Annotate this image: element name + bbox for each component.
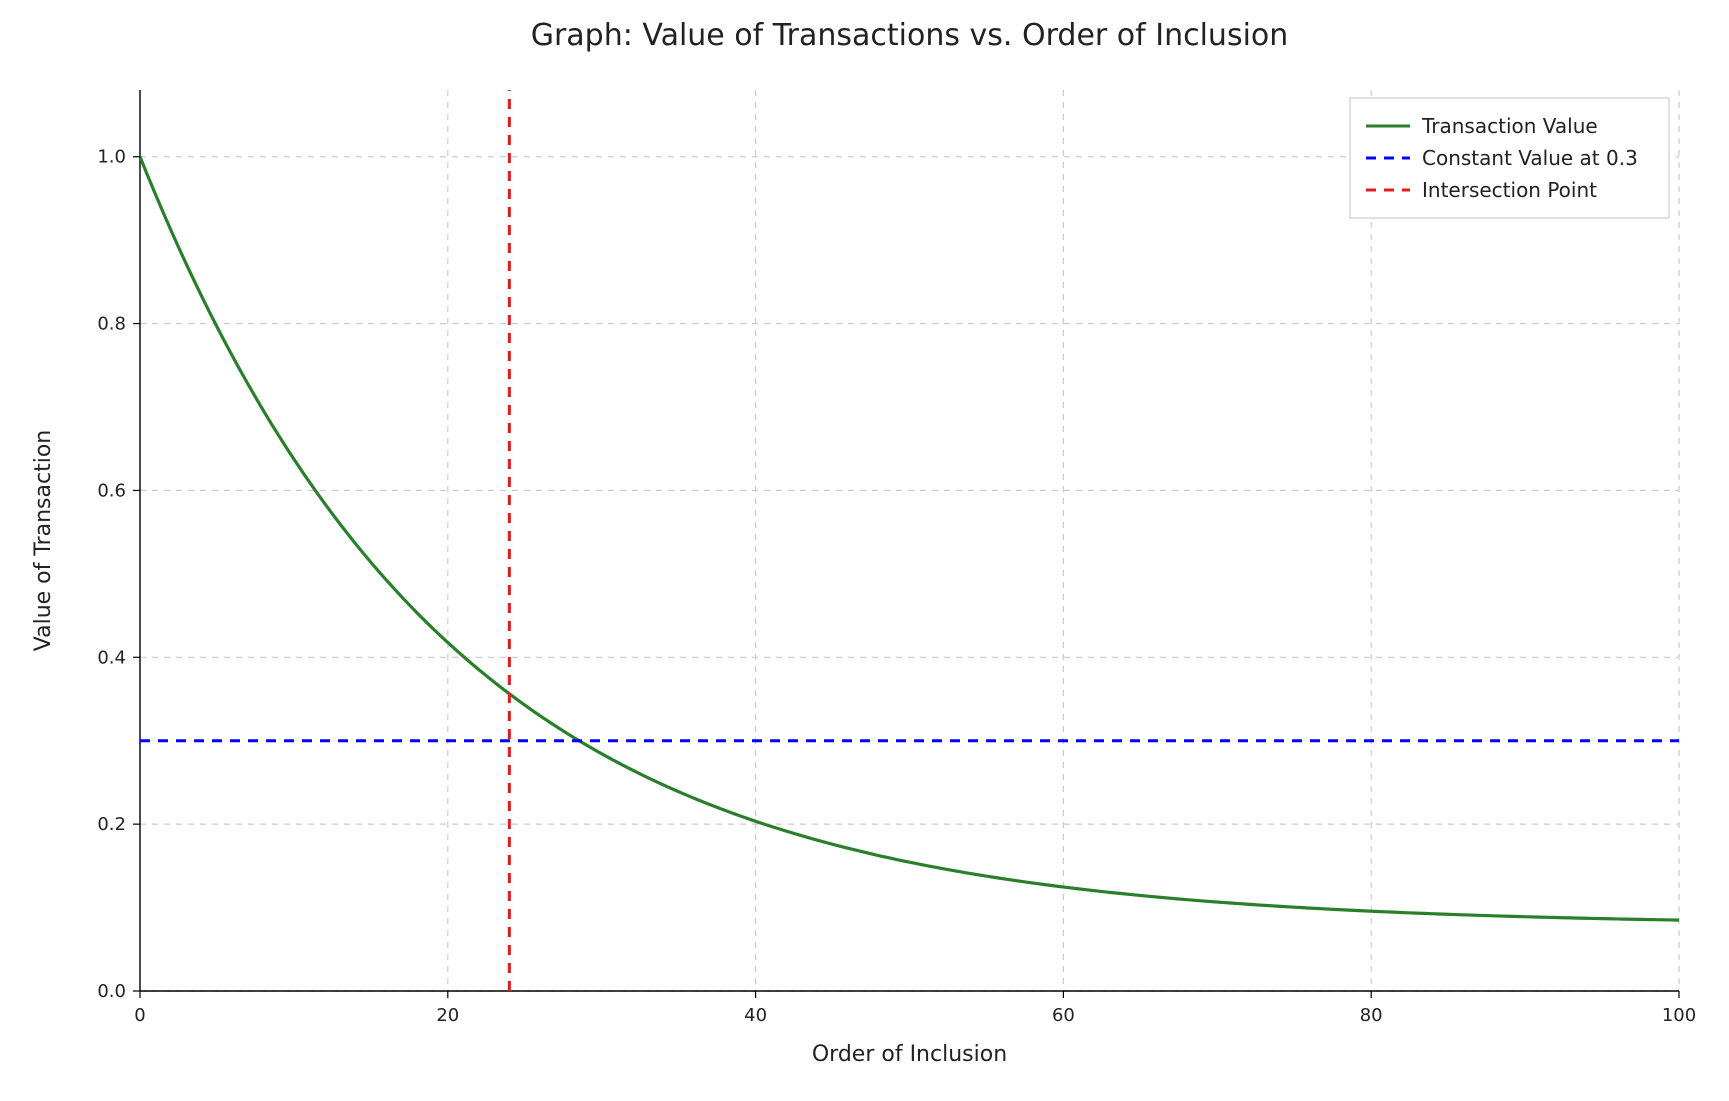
x-tick-label: 0 (134, 1005, 145, 1026)
chart-svg: 0 20 40 60 80 100 0.0 0.2 0.4 0.6 0.8 1.0 Order of I… (0, 0, 1729, 1101)
x-tick-label: 40 (744, 1005, 767, 1026)
x-tick-label: 100 (1662, 1005, 1696, 1026)
y-tick-label: 0.0 (97, 981, 126, 1002)
legend-label: Intersection Point (1422, 178, 1597, 202)
x-tick-label: 20 (436, 1005, 459, 1026)
chart-title: Graph: Value of Transactions vs. Order o… (531, 18, 1289, 53)
x-tick-label: 60 (1052, 1005, 1075, 1026)
x-tick-label: 80 (1360, 1005, 1383, 1026)
y-tick-label: 0.4 (97, 647, 126, 668)
y-tick-label: 0.8 (97, 314, 126, 335)
y-axis-label: Value of Transaction (31, 430, 56, 651)
legend-label: Constant Value at 0.3 (1422, 146, 1638, 170)
legend-label: Transaction Value (1421, 114, 1598, 138)
legend: Transaction Value Constant Value at 0.3 In… (1350, 98, 1669, 218)
y-tick-label: 0.6 (97, 480, 126, 501)
y-tick-label: 0.2 (97, 814, 126, 835)
x-axis-label: Order of Inclusion (812, 1042, 1007, 1067)
chart-container: 0 20 40 60 80 100 0.0 0.2 0.4 0.6 0.8 1.0 Order of I… (0, 0, 1729, 1101)
y-tick-label: 1.0 (97, 147, 126, 168)
